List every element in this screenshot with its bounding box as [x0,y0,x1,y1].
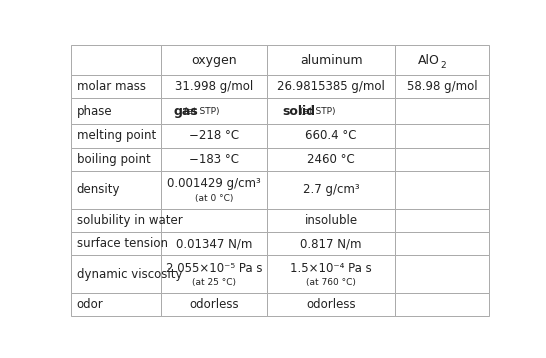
Bar [70,171,161,208]
Bar [268,45,395,75]
Text: 0.001429 g/cm³: 0.001429 g/cm³ [167,177,261,190]
Text: 2460 °C: 2460 °C [307,153,355,166]
Bar [70,45,161,75]
Text: −218 °C: −218 °C [189,129,239,142]
Text: −183 °C: −183 °C [189,153,239,166]
Text: oxygen: oxygen [191,54,237,67]
Bar [395,255,489,293]
Text: solubility in water: solubility in water [77,214,182,227]
Text: boiling point: boiling point [77,153,151,166]
Bar [268,208,395,232]
Text: (at 0 °C): (at 0 °C) [195,194,233,203]
Text: 0.817 N/m: 0.817 N/m [300,237,362,250]
Bar [70,208,161,232]
Text: 2.055×10⁻⁵ Pa s: 2.055×10⁻⁵ Pa s [165,262,262,275]
Bar [268,232,395,255]
Bar [161,232,268,255]
Text: surface tension: surface tension [77,237,168,250]
Bar [395,147,489,171]
Text: phase: phase [77,105,112,118]
Text: dynamic viscosity: dynamic viscosity [77,268,182,281]
Text: density: density [77,183,120,196]
Bar [161,75,268,98]
Bar [70,293,161,316]
Text: (at STP): (at STP) [300,107,336,116]
Bar [70,255,161,293]
Text: (at 25 °C): (at 25 °C) [192,278,236,287]
Bar [395,293,489,316]
Bar [161,255,268,293]
Bar [161,124,268,147]
Text: odor: odor [77,298,104,311]
Bar [395,232,489,255]
Text: (at STP): (at STP) [184,107,219,116]
Text: 1.5×10⁻⁴ Pa s: 1.5×10⁻⁴ Pa s [290,262,372,275]
Text: melting point: melting point [77,129,156,142]
Bar [161,98,268,124]
Text: insoluble: insoluble [305,214,358,227]
Bar [268,98,395,124]
Text: 660.4 °C: 660.4 °C [305,129,357,142]
Bar [395,45,489,75]
Text: 31.998 g/mol: 31.998 g/mol [175,80,253,93]
Text: odorless: odorless [189,298,239,311]
Text: aluminum: aluminum [300,54,363,67]
Bar [395,171,489,208]
Bar [70,232,161,255]
Text: solid: solid [283,105,316,118]
Bar [161,293,268,316]
Bar [395,75,489,98]
Bar [70,75,161,98]
Bar [70,98,161,124]
Bar [268,147,395,171]
Text: AlO: AlO [418,54,440,67]
Text: 58.98 g/mol: 58.98 g/mol [407,80,477,93]
Bar [70,147,161,171]
Text: 26.9815385 g/mol: 26.9815385 g/mol [277,80,385,93]
Text: gas: gas [174,105,198,118]
Bar [395,124,489,147]
Bar [161,171,268,208]
Bar [395,98,489,124]
Bar [70,124,161,147]
Text: (at 760 °C): (at 760 °C) [306,278,356,287]
Bar [161,208,268,232]
Bar [268,75,395,98]
Text: 2: 2 [441,61,446,69]
Bar [161,147,268,171]
Bar [161,45,268,75]
Text: molar mass: molar mass [77,80,146,93]
Text: 2.7 g/cm³: 2.7 g/cm³ [303,183,359,196]
Text: 0.01347 N/m: 0.01347 N/m [176,237,252,250]
Text: odorless: odorless [306,298,356,311]
Bar [395,208,489,232]
Bar [268,255,395,293]
Bar [268,171,395,208]
Bar [268,124,395,147]
Bar [268,293,395,316]
